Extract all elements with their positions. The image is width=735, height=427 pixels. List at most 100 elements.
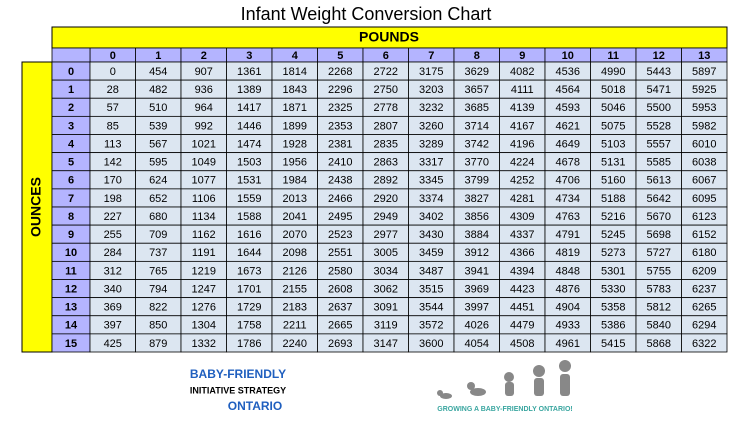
cell: 1899 bbox=[283, 120, 307, 132]
cell: 340 bbox=[104, 283, 122, 295]
cell: 1332 bbox=[192, 338, 216, 350]
cell: 3742 bbox=[465, 138, 489, 150]
cell: 4337 bbox=[510, 229, 534, 241]
cell: 198 bbox=[104, 193, 122, 205]
cell: 2098 bbox=[283, 247, 307, 259]
cell: 3289 bbox=[419, 138, 443, 150]
cell: 2722 bbox=[374, 66, 398, 78]
cell: 1361 bbox=[237, 66, 261, 78]
column-header: 0 bbox=[110, 50, 116, 62]
cell: 3856 bbox=[465, 211, 489, 223]
cell: 1644 bbox=[237, 247, 261, 259]
row-header: 15 bbox=[65, 338, 77, 350]
cell: 6237 bbox=[692, 283, 716, 295]
cell: 4281 bbox=[510, 193, 534, 205]
row-header: 11 bbox=[65, 265, 77, 277]
cell: 1673 bbox=[237, 265, 261, 277]
cell: 425 bbox=[104, 338, 122, 350]
cell: 4904 bbox=[556, 302, 580, 314]
cell: 3317 bbox=[419, 157, 443, 169]
row-header: 4 bbox=[68, 138, 75, 150]
cell: 4423 bbox=[510, 283, 534, 295]
cell: 2353 bbox=[328, 120, 352, 132]
cell: 2807 bbox=[374, 120, 398, 132]
cell: 2920 bbox=[374, 193, 398, 205]
growth-icons bbox=[437, 360, 571, 399]
corner-cell bbox=[51, 47, 91, 63]
cell: 5613 bbox=[647, 175, 671, 187]
cell: 2211 bbox=[283, 320, 307, 332]
cell: 5783 bbox=[647, 283, 671, 295]
cell: 5670 bbox=[647, 211, 671, 223]
cell: 2126 bbox=[283, 265, 307, 277]
cell: 1474 bbox=[237, 138, 261, 150]
cell: 4479 bbox=[510, 320, 534, 332]
cell: 6294 bbox=[692, 320, 716, 332]
cell: 822 bbox=[149, 302, 167, 314]
cell: 2665 bbox=[328, 320, 352, 332]
cell: 4593 bbox=[556, 102, 580, 114]
cell: 255 bbox=[104, 229, 122, 241]
cell: 1304 bbox=[192, 320, 216, 332]
column-header: 5 bbox=[337, 50, 343, 62]
cell: 4678 bbox=[556, 157, 580, 169]
cell: 2041 bbox=[283, 211, 307, 223]
cell: 5755 bbox=[647, 265, 671, 277]
cell: 5103 bbox=[601, 138, 625, 150]
cell: 397 bbox=[104, 320, 122, 332]
logo-line: ONTARIO bbox=[228, 399, 282, 413]
cell: 2013 bbox=[283, 193, 307, 205]
cell: 3119 bbox=[374, 320, 398, 332]
cell: 595 bbox=[149, 157, 167, 169]
cell: 170 bbox=[104, 175, 122, 187]
cell: 4167 bbox=[510, 120, 534, 132]
cell: 5131 bbox=[601, 157, 625, 169]
cell: 6095 bbox=[692, 193, 716, 205]
title: Infant Weight Conversion Chart bbox=[241, 4, 492, 24]
cell: 1843 bbox=[283, 84, 307, 96]
cell: 5415 bbox=[601, 338, 625, 350]
cell: 964 bbox=[195, 102, 213, 114]
column-header: 4 bbox=[292, 50, 299, 62]
row-header: 13 bbox=[65, 302, 77, 314]
cell: 4961 bbox=[556, 338, 580, 350]
logo-line: INITIATIVE STRATEGY bbox=[190, 385, 286, 395]
cell: 850 bbox=[149, 320, 167, 332]
cell: 3969 bbox=[465, 283, 489, 295]
cell: 6265 bbox=[692, 302, 716, 314]
cell: 2835 bbox=[374, 138, 398, 150]
cell: 5812 bbox=[647, 302, 671, 314]
cell: 6152 bbox=[692, 229, 716, 241]
cell: 794 bbox=[149, 283, 167, 295]
pounds-label: POUNDS bbox=[359, 29, 419, 45]
cell: 3459 bbox=[419, 247, 443, 259]
cell: 2381 bbox=[328, 138, 352, 150]
cell: 3260 bbox=[419, 120, 443, 132]
cell: 1446 bbox=[237, 120, 261, 132]
cell: 2155 bbox=[283, 283, 307, 295]
cell: 5330 bbox=[601, 283, 625, 295]
cell: 3544 bbox=[419, 302, 443, 314]
cell: 5840 bbox=[647, 320, 671, 332]
cell: 2183 bbox=[283, 302, 307, 314]
cell: 3430 bbox=[419, 229, 443, 241]
cell: 4933 bbox=[556, 320, 580, 332]
cell: 1106 bbox=[192, 193, 216, 205]
cell: 5727 bbox=[647, 247, 671, 259]
cell: 1049 bbox=[192, 157, 216, 169]
cell: 3487 bbox=[419, 265, 443, 277]
cell: 3034 bbox=[374, 265, 398, 277]
cell: 2750 bbox=[374, 84, 398, 96]
cell: 369 bbox=[104, 302, 122, 314]
cell: 5897 bbox=[692, 66, 716, 78]
cell: 1984 bbox=[283, 175, 307, 187]
cell: 4054 bbox=[465, 338, 489, 350]
cell: 2523 bbox=[328, 229, 352, 241]
cell: 3912 bbox=[465, 247, 489, 259]
cell: 567 bbox=[149, 138, 167, 150]
cell: 1701 bbox=[237, 283, 261, 295]
cell: 2410 bbox=[328, 157, 352, 169]
cell: 5557 bbox=[647, 138, 671, 150]
cell: 3203 bbox=[419, 84, 443, 96]
